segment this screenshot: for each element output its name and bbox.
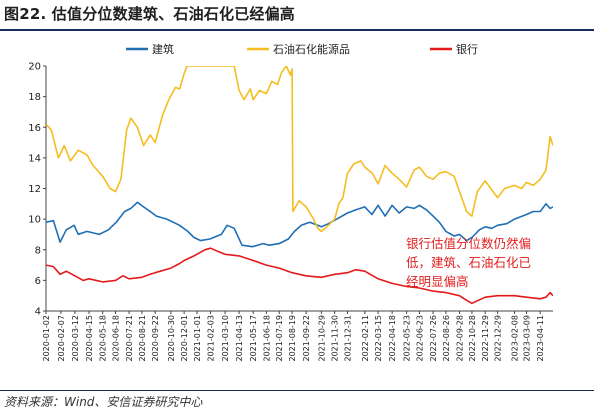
- annotation-line-1: 低，建筑、石油石化已: [406, 255, 531, 270]
- x-tick-label: 2022-07-26: [429, 315, 438, 362]
- x-tick-label: 2023-04-11: [536, 315, 545, 362]
- plot-area: 4 6 8 10 12 14 16 18 20 2020-01-02 2020-02-07 2020-…: [28, 62, 553, 362]
- x-tick-label: 2021-09-22: [302, 315, 311, 362]
- series-line-1: [46, 66, 553, 233]
- x-tick-label: 2022-04-18: [388, 315, 397, 362]
- x-tick-label: 2022-08-26: [442, 315, 451, 362]
- figure-title: 图22. 估值分位数建筑、石油石化已经偏高: [4, 5, 295, 23]
- x-tick-label: 2022-03-15: [374, 315, 383, 362]
- x-tick-label: 2021-12-31: [343, 315, 352, 362]
- legend-label-2: 银行: [456, 42, 478, 56]
- x-tick-label: 2023-02-08: [511, 315, 520, 362]
- x-tick-label: 2021-11-30: [331, 315, 340, 362]
- x-tick-label: 2021-08-19: [288, 315, 297, 362]
- y-tick-label: 14: [28, 153, 41, 164]
- y-tick-label: 8: [35, 245, 41, 256]
- x-tick-label: 2020-07-21: [125, 315, 134, 362]
- x-tick-label: 2021-01-01: [193, 315, 202, 362]
- annotation-line-2: 经明显偏高: [406, 274, 469, 289]
- x-tick-label: 2020-03-12: [71, 315, 80, 362]
- source-note: 资料来源：Wind、安信证券研究中心: [4, 395, 203, 409]
- y-tick-label: 16: [28, 123, 41, 134]
- y-tick-label: 20: [28, 62, 41, 73]
- x-tick-label: 2022-10-28: [468, 315, 477, 362]
- chart-legend: 建筑 石油石化能源品 银行: [126, 42, 478, 56]
- y-tick-label: 10: [28, 215, 41, 226]
- x-tick-label: 2020-04-15: [85, 315, 94, 362]
- x-tick-label: 2020-09-22: [151, 315, 160, 362]
- x-tick-label: 2021-05-17: [249, 315, 258, 362]
- x-tick-label: 2020-02-07: [57, 315, 66, 362]
- legend-label-0: 建筑: [152, 42, 174, 56]
- x-tick-label: 2020-12-01: [180, 315, 189, 362]
- annotation-line-0: 银行估值分位数仍然偏: [406, 236, 531, 251]
- y-tick-label: 4: [35, 307, 41, 318]
- x-tick-label: 2022-06-23: [415, 315, 424, 362]
- x-tick-label: 2021-06-18: [262, 315, 271, 362]
- y-tick-label: 6: [35, 276, 41, 287]
- x-tick-label: 2023-03-09: [523, 315, 532, 362]
- x-tick-label: 2022-11-29: [481, 315, 490, 362]
- x-tick-label: 2021-07-19: [275, 315, 284, 362]
- y-tick-label: 18: [28, 92, 41, 103]
- x-tick-label: 2022-02-11: [361, 315, 370, 362]
- x-tick-label: 2020-06-18: [111, 315, 120, 362]
- x-tick-label: 2020-10-30: [167, 315, 176, 362]
- series-line-2: [46, 247, 553, 305]
- x-tick-label: 2021-03-10: [221, 315, 230, 362]
- x-tick-label: 2021-04-13: [235, 315, 244, 362]
- x-tick-label: 2022-05-23: [403, 315, 412, 362]
- x-tick-label: 2020-08-21: [138, 315, 147, 362]
- legend-label-1: 石油石化能源品: [273, 42, 350, 56]
- source-rule: [0, 390, 594, 391]
- x-tick-label: 2022-12-29: [494, 315, 503, 362]
- x-tick-label: 2020-01-02: [42, 315, 51, 362]
- x-tick-label: 2020-05-18: [99, 315, 108, 362]
- x-tick-label: 2021-10-29: [317, 315, 326, 362]
- y-tick-label: 12: [28, 184, 41, 195]
- x-tick-label: 2021-02-03: [207, 315, 216, 362]
- title-rule: [0, 29, 594, 31]
- x-tick-label: 2022-09-28: [456, 315, 465, 362]
- line-chart: 建筑 石油石化能源品 银行 4 6 8 10 12 14 16 18 20 2020-01-02 202…: [28, 42, 553, 362]
